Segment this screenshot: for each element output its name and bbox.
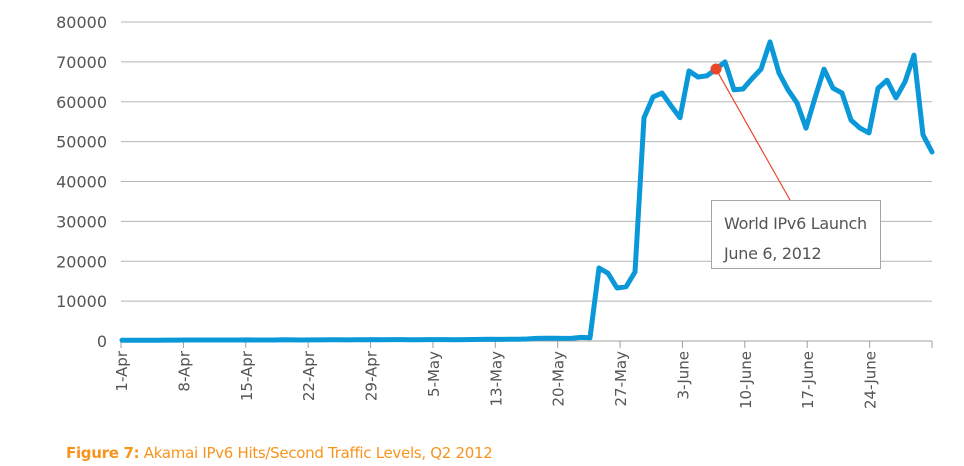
x-tick-label: 29-Apr — [363, 350, 381, 401]
caption-text: Akamai IPv6 Hits/Second Traffic Levels, … — [139, 444, 493, 462]
x-tick-label: 1-Apr — [113, 350, 131, 391]
y-tick-label: 40000 — [56, 173, 107, 192]
annotation-line2: June 6, 2012 — [724, 244, 822, 263]
x-tick-label: 10-June — [737, 351, 755, 409]
x-tick-label: 24-June — [862, 351, 880, 409]
series — [119, 39, 935, 343]
x-tick-label: 22-Apr — [300, 350, 318, 401]
annotation-leader-line — [715, 68, 791, 201]
caption-label: Figure 7: — [66, 444, 140, 462]
y-tick-label: 60000 — [56, 93, 107, 112]
series-line — [119, 39, 935, 343]
y-tick-label: 0 — [97, 332, 107, 351]
x-axis: 1-Apr 8-Apr 15-Apr 22-Apr 29-Apr 5-May 13-May 2… — [113, 340, 933, 409]
x-tick-label: 20-May — [550, 351, 568, 407]
x-tick-label: 17-June — [799, 351, 817, 409]
annotation-line1: World IPv6 Launch — [724, 214, 867, 233]
y-tick-label: 30000 — [56, 212, 107, 231]
y-tick-label: 70000 — [56, 53, 107, 72]
x-tick-label: 13-May — [487, 351, 505, 407]
y-tick-label: 50000 — [56, 133, 107, 152]
annotation-leader — [710, 63, 791, 201]
x-tick-label: 5-May — [425, 351, 443, 397]
figure-caption: Figure 7: Akamai IPv6 Hits/Second Traffi… — [66, 444, 493, 462]
y-tick-label: 20000 — [56, 252, 107, 271]
x-tick-label: 27-May — [612, 351, 630, 407]
x-tick-label: 8-Apr — [175, 350, 193, 391]
gridlines — [121, 21, 932, 302]
launch-marker — [710, 63, 722, 75]
y-tick-label: 10000 — [56, 292, 107, 311]
y-tick-label: 80000 — [56, 13, 107, 32]
annotation-box: World IPv6 Launch June 6, 2012 — [711, 200, 881, 269]
x-tick-label: 15-Apr — [238, 350, 256, 401]
y-axis: 0 10000 20000 30000 40000 50000 60000 70000 8000… — [56, 13, 107, 351]
x-tick-label: 3-June — [674, 351, 692, 399]
